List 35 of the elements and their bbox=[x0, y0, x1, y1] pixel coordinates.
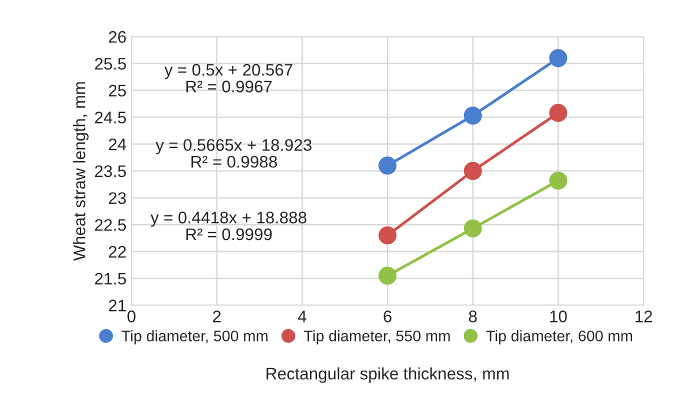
x-tick-label: 12 bbox=[636, 310, 652, 322]
y-tick-label: 24 bbox=[108, 138, 126, 150]
y-tick-label: 25 bbox=[108, 84, 126, 97]
point bbox=[549, 172, 568, 190]
point bbox=[378, 266, 397, 285]
point bbox=[464, 106, 482, 125]
y-tick-label: 21 bbox=[108, 300, 126, 312]
point bbox=[378, 156, 397, 175]
y-tick-label: 26 bbox=[108, 31, 126, 43]
x-tick-label: 6 bbox=[384, 310, 392, 322]
y-tick-label: 22 bbox=[108, 246, 126, 258]
point bbox=[378, 226, 397, 244]
point bbox=[464, 162, 482, 180]
legend-label: Tip diameter, 500 mm bbox=[122, 330, 268, 344]
y-tick-label: 23 bbox=[108, 192, 126, 204]
x-tick-label: 2 bbox=[213, 310, 221, 322]
annotation: y = 0.5665x + 18.923 R² = 0.9988 bbox=[156, 139, 312, 168]
y-tick-label: 25.5 bbox=[95, 58, 126, 70]
x-tick-label: 4 bbox=[298, 310, 306, 322]
annotation: y = 0.4418x + 18.888 R² = 0.9999 bbox=[150, 212, 306, 240]
legend-label: Tip diameter, 600 mm bbox=[486, 330, 632, 344]
y-tick-label: 23.5 bbox=[95, 165, 126, 178]
legend-label: Tip diameter, 550 mm bbox=[304, 330, 450, 344]
y-tick-label: 21.5 bbox=[95, 272, 126, 285]
point bbox=[549, 49, 568, 68]
x-tick-label: 10 bbox=[550, 310, 567, 322]
x-tick-label: 8 bbox=[468, 310, 477, 322]
y-axis-title: Wheat straw length, mm bbox=[73, 82, 89, 261]
y-tick-label: 22.5 bbox=[95, 219, 126, 231]
y-tick-label: 24.5 bbox=[95, 112, 126, 124]
annotation: y = 0.5x + 20.567 R² = 0.9967 bbox=[164, 64, 292, 92]
point bbox=[464, 219, 482, 238]
x-tick-label: 0 bbox=[127, 310, 136, 322]
point bbox=[549, 104, 568, 122]
x-axis-title: Rectangular spike thickness, mm bbox=[266, 367, 509, 383]
